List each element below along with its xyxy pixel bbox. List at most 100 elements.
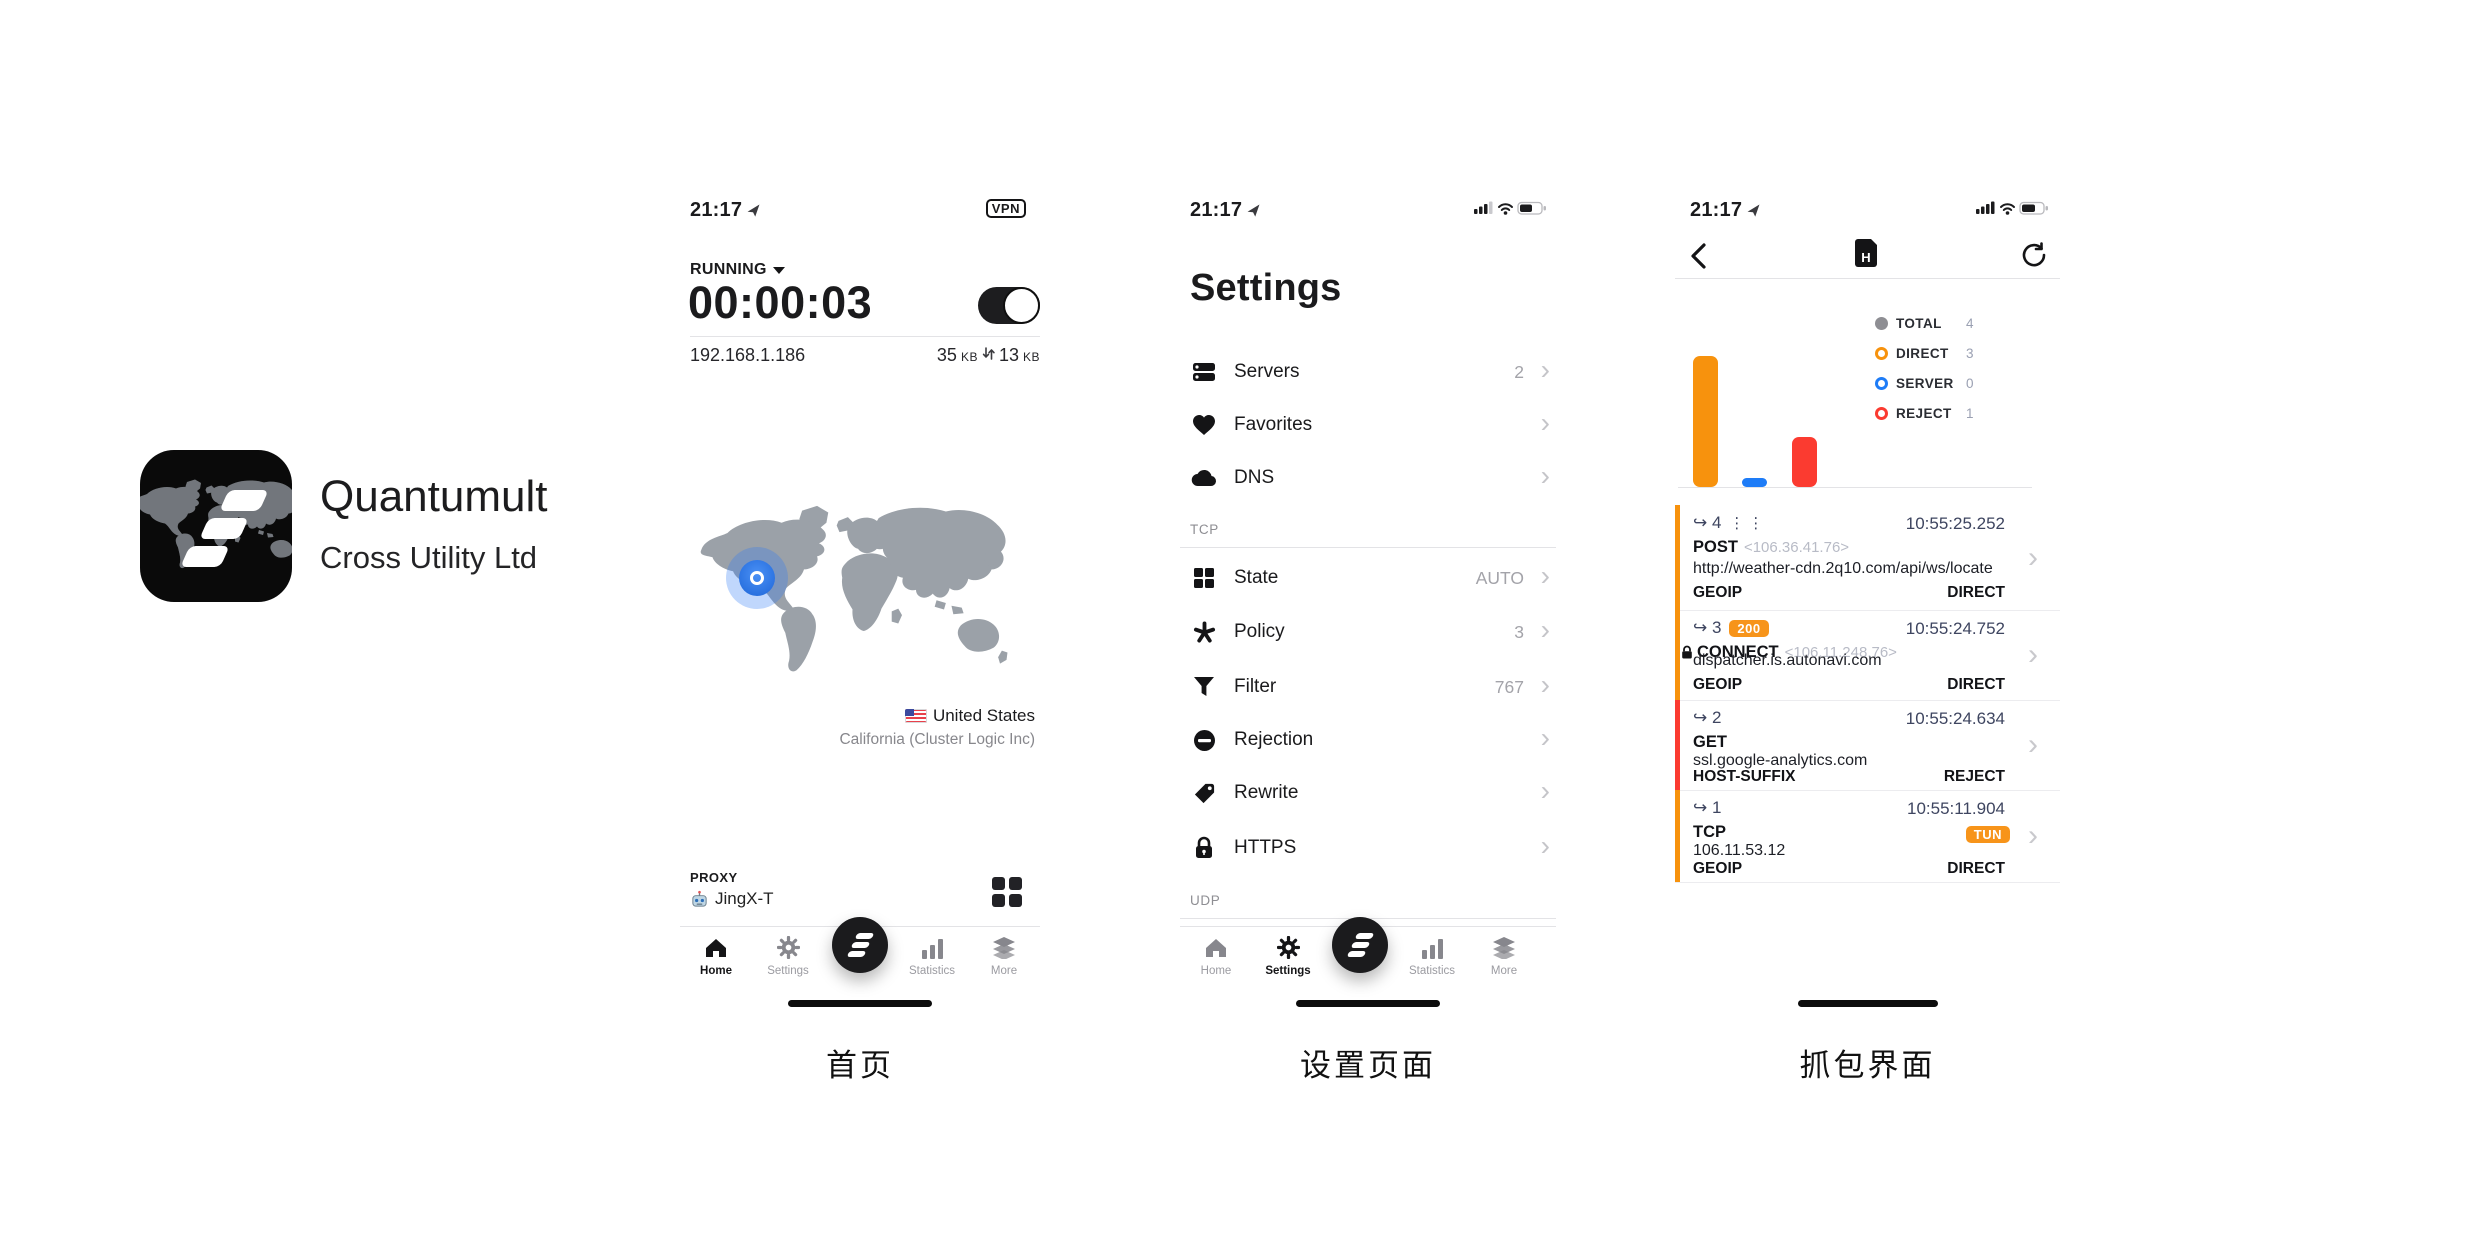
- logo-bar: [1350, 942, 1371, 948]
- status-bar-icons: [1976, 201, 2048, 215]
- settings-row-state[interactable]: State AUTO: [1190, 556, 1552, 600]
- settings-row-dns[interactable]: DNS: [1190, 456, 1552, 500]
- status-bar-time: 21:17: [690, 199, 760, 222]
- connection-state-dropdown[interactable]: RUNNING: [690, 261, 785, 279]
- back-button[interactable]: [1685, 241, 1715, 271]
- screen-caption: 抓包界面: [1799, 1048, 1936, 1083]
- heart-icon: [1190, 411, 1218, 439]
- request-row[interactable]: ↪ 1 10:55:11.904 TCP TUN 106.11.53.12 GE…: [1675, 790, 2060, 883]
- policy-stripe: [1675, 790, 1680, 882]
- gear-icon: [752, 935, 824, 959]
- asterisk-icon: [1190, 618, 1218, 646]
- logo-bar: [850, 942, 871, 948]
- bar-chart-icon: [1396, 935, 1468, 959]
- proxy-grid-button[interactable]: [992, 877, 1022, 907]
- chart-axis: [1678, 487, 2032, 488]
- connection-timer: 00:00:03: [688, 277, 873, 328]
- settings-row-rewrite[interactable]: Rewrite: [1190, 771, 1552, 815]
- chevron-right-icon: [1541, 722, 1550, 754]
- request-row[interactable]: ↪ 4 ⋮⋮ 10:55:25.252 POST <106.36.41.76> ht…: [1675, 505, 2060, 611]
- reject-ring-icon: [1875, 406, 1888, 420]
- lock-icon: [1190, 834, 1218, 862]
- bar-server: [1742, 478, 1767, 487]
- tag-icon: [1190, 779, 1218, 807]
- server-ring-icon: [1875, 376, 1888, 390]
- location-arrow-icon: [1747, 204, 1760, 217]
- tab-home[interactable]: Home: [1180, 935, 1252, 977]
- lock-icon: [1682, 645, 1692, 659]
- http-log-button[interactable]: H: [1855, 238, 1878, 267]
- traffic-stats: 35 KB 13 KB: [936, 345, 1040, 365]
- tab-more[interactable]: More: [968, 935, 1040, 977]
- app-title: Quantumult: [320, 472, 548, 521]
- quantumult-logo-button[interactable]: [1332, 917, 1388, 973]
- chevron-right-icon: [2028, 638, 2038, 672]
- page-title: Settings: [1190, 267, 1342, 309]
- chevron-right-icon: [1541, 354, 1550, 386]
- tab-settings[interactable]: Settings: [752, 935, 824, 977]
- logo-bar: [1346, 951, 1367, 957]
- bar-direct: [1693, 356, 1718, 487]
- chevron-right-icon: [1541, 775, 1550, 807]
- gear-icon: [1252, 935, 1324, 959]
- total-dot-icon: [1875, 316, 1888, 330]
- tab-statistics[interactable]: Statistics: [1396, 935, 1468, 977]
- settings-row-servers[interactable]: Servers 2: [1190, 350, 1552, 394]
- divider: [690, 336, 1040, 337]
- screen-caption: 首页: [826, 1048, 894, 1083]
- us-flag-icon: [904, 709, 927, 723]
- settings-screen: 21:17 Settings Servers 2 Favorites: [1180, 195, 1556, 1085]
- server-country: United States: [904, 706, 1035, 726]
- section-header-tcp: TCP: [1190, 522, 1219, 537]
- app-icon: [140, 450, 292, 602]
- settings-row-policy[interactable]: Policy 3: [1190, 610, 1552, 654]
- page-fold: [1870, 238, 1878, 246]
- section-header-udp: UDP: [1190, 893, 1221, 908]
- tun-badge: TUN: [1965, 826, 2010, 843]
- chevron-right-icon: [2028, 541, 2038, 575]
- refresh-icon[interactable]: [2020, 241, 2048, 269]
- request-row[interactable]: ↪ 2 10:55:24.634 GET ssl.google-analytic…: [1675, 700, 2060, 791]
- bar-reject: [1792, 437, 1817, 487]
- chevron-right-icon: [2028, 728, 2038, 762]
- dotted-columns-icon: ⋮⋮: [1729, 515, 1768, 532]
- policy-stripe: [1675, 700, 1680, 790]
- chevron-right-icon: [2028, 819, 2038, 853]
- tab-settings[interactable]: Settings: [1252, 935, 1324, 977]
- tab-home[interactable]: Home: [680, 935, 752, 977]
- home-icon: [680, 935, 752, 959]
- robot-emoji-icon: [692, 890, 707, 907]
- chevron-right-icon: [1541, 614, 1550, 646]
- status-bar-time: 21:17: [1190, 199, 1260, 222]
- no-entry-icon: [1190, 726, 1218, 754]
- request-row[interactable]: ↪ 3 200 10:55:24.752 CONNECT <106.11.248.7…: [1675, 610, 2060, 701]
- tab-statistics[interactable]: Statistics: [896, 935, 968, 977]
- server-region: California (Cluster Logic Inc): [839, 731, 1035, 748]
- cloud-icon: [1190, 464, 1218, 492]
- home-screen: 21:17 VPN RUNNING 00:00:03 192.168.1.186…: [680, 195, 1040, 1085]
- quantumult-logo-button[interactable]: [832, 917, 888, 973]
- vpn-badge: VPN: [985, 199, 1026, 218]
- settings-row-filter[interactable]: Filter 767: [1190, 665, 1552, 709]
- capture-screen: 21:17 H TOTAL 4 DIRECT 3: [1675, 195, 2060, 1085]
- local-ip: 192.168.1.186: [690, 345, 806, 365]
- chevron-right-icon: [1541, 460, 1550, 492]
- status-bar-time: 21:17: [1690, 199, 1760, 222]
- location-arrow-icon: [747, 204, 760, 217]
- app-company: Cross Utility Ltd: [320, 540, 538, 575]
- settings-row-rejection[interactable]: Rejection: [1190, 718, 1552, 762]
- chevron-right-icon: [1541, 560, 1550, 592]
- nav-divider: [1675, 278, 2060, 279]
- home-indicator: [1797, 1000, 1938, 1007]
- home-icon: [1180, 935, 1252, 959]
- capture-bar-chart: [1675, 355, 1875, 487]
- tab-more[interactable]: More: [1468, 935, 1540, 977]
- vpn-toggle[interactable]: [978, 287, 1040, 324]
- status-code-badge: 200: [1729, 619, 1769, 637]
- settings-row-favorites[interactable]: Favorites: [1190, 403, 1552, 447]
- settings-row-https[interactable]: HTTPS: [1190, 826, 1552, 870]
- h-letter: H: [1861, 250, 1871, 265]
- proxy-row[interactable]: JingX-T: [690, 889, 774, 909]
- legend-total: TOTAL 4: [1875, 315, 1974, 331]
